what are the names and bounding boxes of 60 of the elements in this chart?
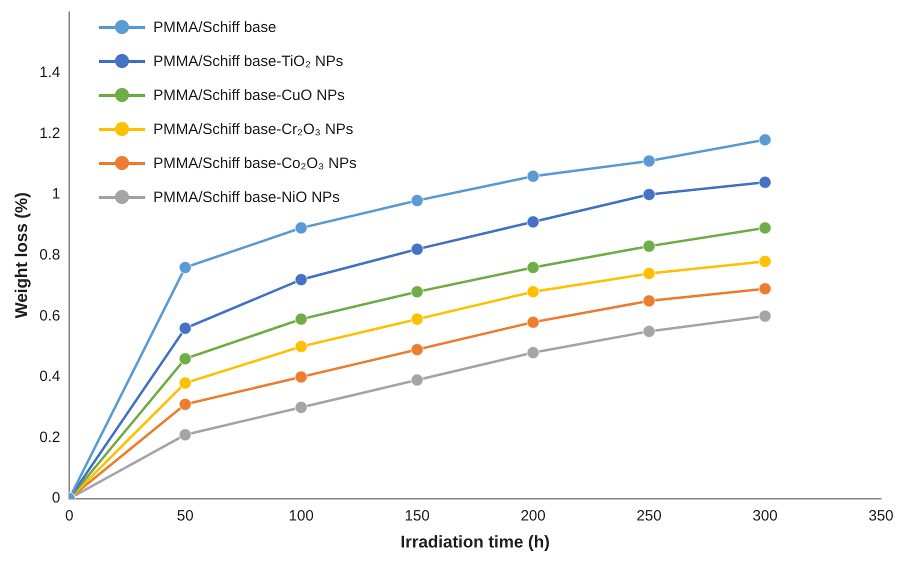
point — [178, 398, 192, 411]
y-tick-label: 1.4 — [39, 64, 60, 81]
point — [526, 346, 540, 360]
legend-label: PMMA/Schiff base-TiO₂ NPs — [153, 52, 344, 70]
point — [642, 154, 656, 168]
y-tick-label: 0 — [52, 490, 60, 507]
point — [758, 133, 772, 146]
legend-label: PMMA/Schiff base-Co₂O₃ NPs — [153, 154, 357, 172]
x-tick-label: 100 — [288, 508, 314, 525]
point — [410, 242, 424, 256]
x-tick-label: 300 — [752, 508, 778, 525]
point — [294, 340, 308, 354]
point — [526, 316, 540, 329]
point — [526, 170, 540, 183]
point — [758, 221, 772, 234]
legend-label: PMMA/Schiff base — [153, 18, 276, 36]
y-tick-label: 0.6 — [39, 307, 60, 324]
x-tick-label: 50 — [176, 508, 194, 525]
point — [526, 285, 540, 298]
legend-label: PMMA/Schiff base-Cr₂O₃ NPs — [153, 120, 354, 138]
point — [410, 343, 424, 356]
point — [642, 240, 656, 253]
point — [758, 310, 772, 323]
point — [410, 373, 424, 386]
point — [642, 294, 656, 308]
point — [758, 254, 772, 268]
y-tick-label: 0.4 — [39, 368, 60, 386]
legend-label: PMMA/Schiff base-CuO NPs — [153, 86, 345, 104]
point — [178, 376, 192, 390]
point — [294, 221, 308, 234]
y-tick-label: 1.2 — [39, 124, 60, 142]
y-tick-label: 0.2 — [39, 428, 60, 446]
point — [178, 260, 192, 274]
x-tick-label: 0 — [65, 508, 74, 525]
point — [294, 312, 308, 326]
y-tick-label: 0.8 — [39, 246, 60, 264]
point — [178, 322, 192, 335]
x-tick-label: 200 — [520, 508, 546, 525]
point — [758, 282, 772, 296]
y-tick-label: 1 — [52, 186, 60, 203]
point — [294, 370, 308, 384]
point — [410, 285, 424, 298]
point — [758, 176, 772, 189]
point — [294, 273, 308, 286]
legend-label: PMMA/Schiff base-NiO NPs — [153, 188, 340, 206]
point — [178, 352, 192, 366]
point — [642, 267, 656, 280]
point — [178, 428, 192, 442]
x-tick-label: 350 — [868, 508, 894, 525]
y-axis-title: Weight loss (%) — [12, 192, 31, 318]
x-tick-label: 150 — [404, 508, 430, 525]
point — [410, 194, 424, 208]
point — [642, 188, 656, 201]
point — [526, 215, 540, 228]
point — [642, 324, 656, 338]
x-axis-title: Irradiation time (h) — [400, 532, 550, 552]
point — [526, 260, 540, 274]
point — [410, 312, 424, 326]
point — [294, 400, 308, 414]
x-tick-label: 250 — [636, 508, 662, 525]
